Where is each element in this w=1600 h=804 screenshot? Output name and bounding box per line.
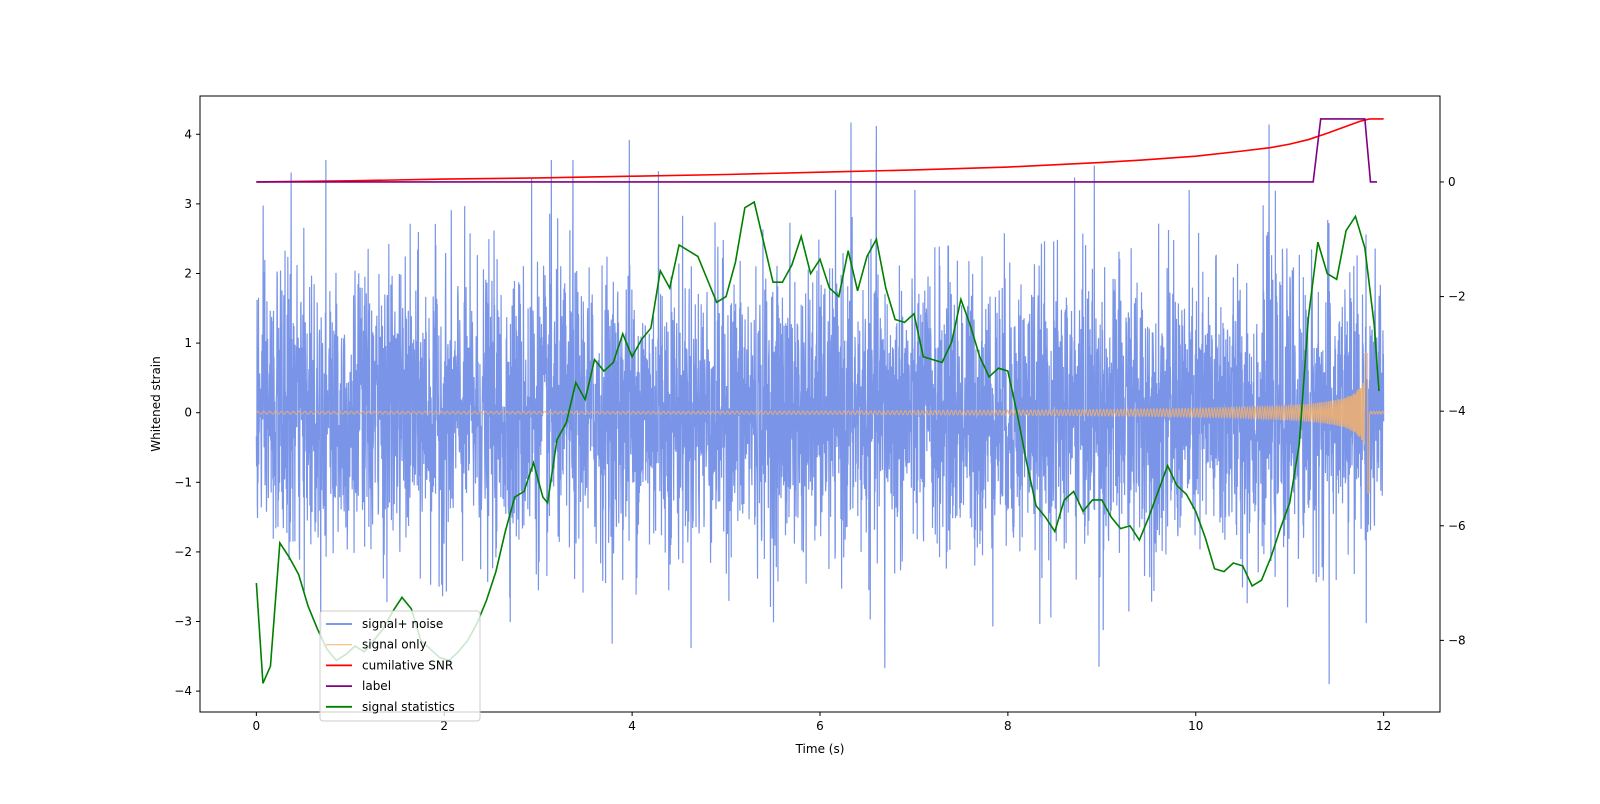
legend: signal+ noise signal only cumilative SNR la… xyxy=(319,610,481,722)
series-label xyxy=(256,118,1378,183)
y-axis-left: −4 −3 −2 −1 0 1 2 3 4 xyxy=(174,127,200,698)
series-layer xyxy=(255,118,1385,685)
x-tick-label: 10 xyxy=(1188,719,1203,733)
y-tick-label: 4 xyxy=(184,127,192,141)
y-tick-label: 0 xyxy=(184,406,192,420)
x-tick-label: 12 xyxy=(1376,719,1391,733)
y2-tick-label: 0 xyxy=(1448,175,1456,189)
x-tick-label: 2 xyxy=(440,719,448,733)
legend-label: cumilative SNR xyxy=(362,658,453,672)
y-tick-label: −4 xyxy=(174,684,192,698)
legend-label: signal+ noise xyxy=(362,617,443,631)
x-axis-label: Time (s) xyxy=(795,742,845,756)
y-tick-label: 1 xyxy=(184,336,192,350)
y-tick-label: −1 xyxy=(174,475,192,489)
legend-label: label xyxy=(362,679,391,693)
legend-label: signal statistics xyxy=(362,700,455,714)
y-tick-label: −3 xyxy=(174,615,192,629)
series-signal-noise xyxy=(255,122,1385,685)
x-tick-label: 6 xyxy=(816,719,824,733)
y2-tick-label: −4 xyxy=(1448,404,1466,418)
x-tick-label: 0 xyxy=(253,719,261,733)
y-tick-label: 3 xyxy=(184,197,192,211)
series-cumulative-snr xyxy=(256,118,1384,183)
y2-tick-label: −8 xyxy=(1448,633,1466,647)
x-tick-label: 4 xyxy=(628,719,636,733)
x-axis: 0 2 4 6 8 10 12 xyxy=(253,712,1391,733)
y-tick-label: 2 xyxy=(184,266,192,280)
y-tick-label: −2 xyxy=(174,545,192,559)
y-axis-right: −8 −6 −4 −2 0 xyxy=(1440,175,1466,647)
legend-box xyxy=(319,610,481,722)
y2-tick-label: −2 xyxy=(1448,290,1466,304)
legend-label: signal only xyxy=(362,638,427,652)
series-signal-only xyxy=(255,353,1385,494)
x-tick-label: 8 xyxy=(1004,719,1012,733)
y2-tick-label: −6 xyxy=(1448,519,1466,533)
y-axis-label: Whitened strain xyxy=(149,356,163,452)
